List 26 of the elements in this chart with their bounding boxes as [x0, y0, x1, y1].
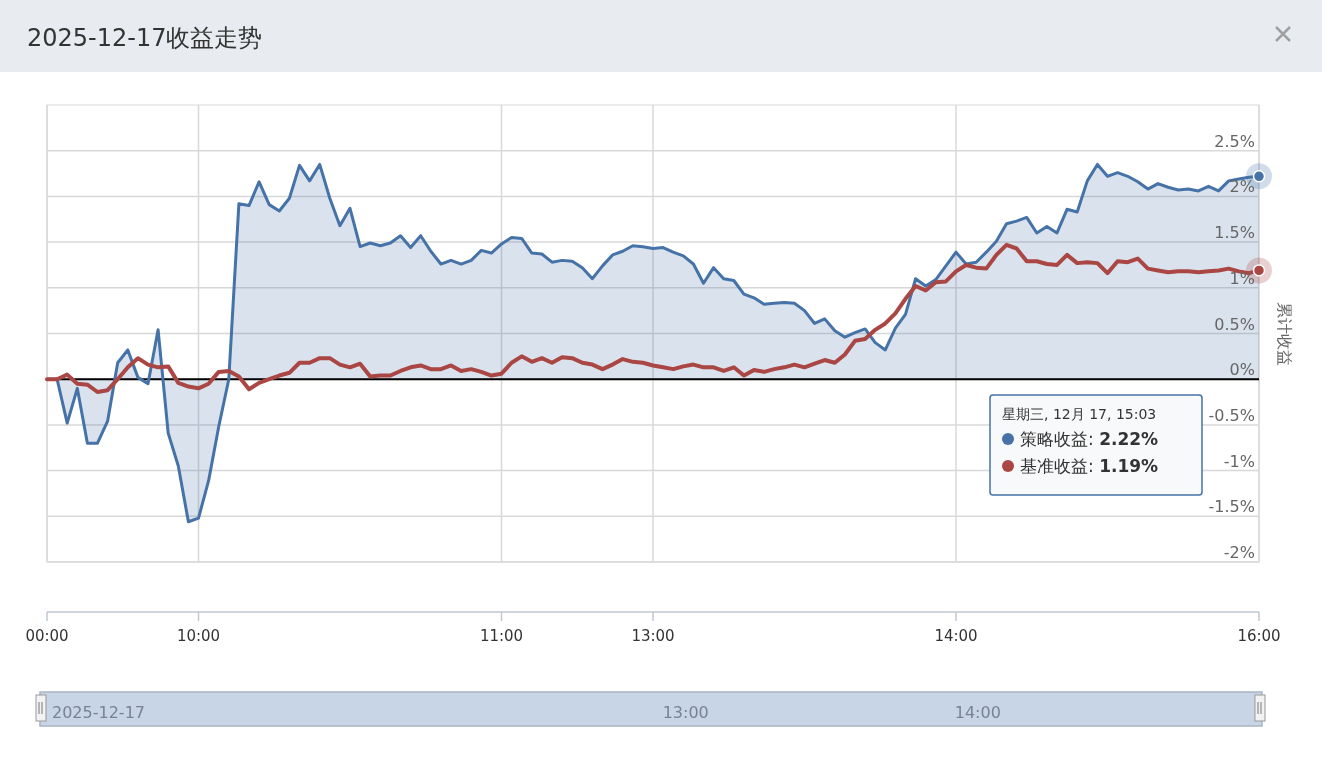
y-tick-label: -2%	[1223, 543, 1255, 562]
text: 14:00	[954, 703, 1001, 722]
y-tick-label: 1.5%	[1214, 223, 1255, 243]
annotation: : 2.22%	[1088, 429, 1159, 449]
legend-label: 基准收益	[1020, 456, 1088, 476]
y-tick-label: -1.5%	[1208, 497, 1255, 517]
y-tick-label: -1%	[1223, 451, 1255, 471]
y-tick-label: 0.5%	[1214, 314, 1255, 334]
chart-title: 2025-12-17收益走势	[27, 24, 263, 52]
x-tick-label: 10:00	[176, 627, 221, 645]
legend-label: 策略收益	[1020, 429, 1088, 449]
annotation: : 1.19%	[1088, 456, 1159, 476]
x-tick-label: 11:00	[479, 627, 524, 645]
x-tick-label: 00:00	[25, 627, 69, 645]
text: 13:00	[662, 703, 709, 722]
legend-title: 星期三, 12月 17, 15:03	[1002, 406, 1157, 422]
y-tick-label: -0.5%	[1208, 405, 1255, 425]
x-tick-label: 13:00	[631, 627, 675, 645]
x-tick-label: 14:00	[934, 627, 978, 645]
x-tick-label: 16:00	[1237, 627, 1281, 645]
y-tick-label: 2.5%	[1214, 131, 1255, 151]
y-axis-title: 累计收益	[1275, 301, 1294, 366]
y-tick-label: 1%	[1229, 268, 1255, 288]
y-tick-label: 2%	[1229, 177, 1255, 197]
text: 2025-12-17	[52, 703, 145, 722]
y-tick-label: 0%	[1229, 360, 1255, 380]
